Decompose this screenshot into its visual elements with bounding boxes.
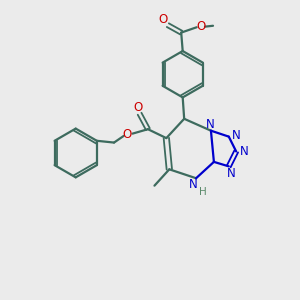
Text: O: O <box>122 128 132 141</box>
Text: O: O <box>159 13 168 26</box>
Text: O: O <box>134 101 143 114</box>
Text: H: H <box>199 187 206 196</box>
Text: N: N <box>227 167 236 180</box>
Text: N: N <box>189 178 197 191</box>
Text: N: N <box>240 145 249 158</box>
Text: N: N <box>206 118 215 130</box>
Text: O: O <box>197 20 206 33</box>
Text: N: N <box>232 129 241 142</box>
